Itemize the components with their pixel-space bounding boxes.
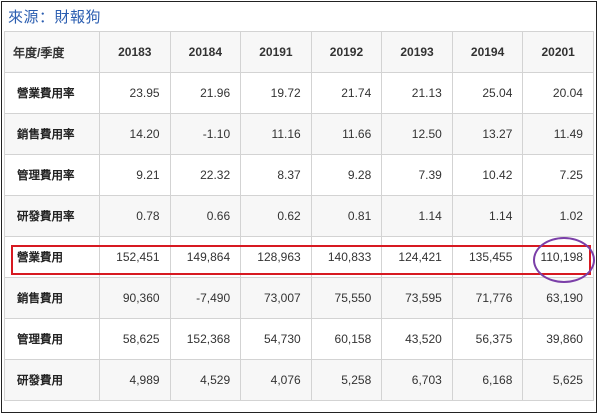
table-cell: 0.66 xyxy=(169,195,242,237)
table-cell: 128,963 xyxy=(240,236,312,278)
table-cell: 73,595 xyxy=(381,277,453,319)
row-label: 管理費用 xyxy=(4,318,100,360)
table-cell: 25.04 xyxy=(451,72,524,114)
table-cell: 39,860 xyxy=(522,318,594,360)
table-cell: 63,190 xyxy=(522,277,594,319)
table-cell: 11.16 xyxy=(240,113,312,155)
table-row: 研發費用率 0.78 0.66 0.62 0.81 1.14 1.14 1.02 xyxy=(4,195,594,237)
table-cell: 0.81 xyxy=(310,195,383,237)
table-cell: 10.42 xyxy=(451,154,524,196)
table-cell: 21.74 xyxy=(310,72,383,114)
table-row: 管理費用率 9.21 22.32 8.37 9.28 7.39 10.42 7.… xyxy=(4,154,594,196)
table-cell: 11.66 xyxy=(310,113,383,155)
table-row: 研發費用 4,989 4,529 4,076 5,258 6,703 6,168… xyxy=(4,359,594,401)
table-cell: 135,455 xyxy=(451,236,524,278)
row-label: 營業費用 xyxy=(4,236,100,278)
table-cell: -7,490 xyxy=(169,277,242,319)
row-label: 營業費用率 xyxy=(4,72,100,114)
table-cell: 13.27 xyxy=(451,113,524,155)
table-cell-circled: 110,198 xyxy=(522,236,594,278)
table-cell: 140,833 xyxy=(310,236,383,278)
table-cell: 71,776 xyxy=(451,277,524,319)
table-row: 管理費用 58,625 152,368 54,730 60,158 43,520… xyxy=(4,318,594,360)
table-cell: 12.50 xyxy=(381,113,453,155)
row-label: 研發費用率 xyxy=(4,195,100,237)
table-cell: 152,451 xyxy=(99,236,171,278)
table-cell: 11.49 xyxy=(522,113,594,155)
table-cell: 20.04 xyxy=(522,72,594,114)
table-header-row: 年度/季度 20183 20184 20191 20192 20193 2019… xyxy=(4,31,594,73)
table-cell: 1.14 xyxy=(381,195,453,237)
table-cell: 56,375 xyxy=(451,318,524,360)
column-header: 20183 xyxy=(99,31,171,73)
table-row: 銷售費用 90,360 -7,490 73,007 75,550 73,595 … xyxy=(4,277,594,319)
table-cell: 90,360 xyxy=(99,277,171,319)
column-header: 20193 xyxy=(381,31,453,73)
table-cell: 5,258 xyxy=(310,359,383,401)
table-cell: 6,168 xyxy=(451,359,524,401)
table-cell: 5,625 xyxy=(522,359,594,401)
column-header: 20184 xyxy=(169,31,242,73)
row-label: 銷售費用率 xyxy=(4,113,100,155)
row-label: 研發費用 xyxy=(4,359,100,401)
table-row: 營業費用率 23.95 21.96 19.72 21.74 21.13 25.0… xyxy=(4,72,594,114)
corner-header: 年度/季度 xyxy=(4,31,100,73)
table-row-highlighted: 營業費用 152,451 149,864 128,963 140,833 124… xyxy=(4,236,594,278)
column-header: 20194 xyxy=(451,31,524,73)
table-cell: 4,529 xyxy=(169,359,242,401)
table-cell: 43,520 xyxy=(381,318,453,360)
table-cell: 23.95 xyxy=(99,72,171,114)
table-cell: 19.72 xyxy=(240,72,312,114)
table-row: 銷售費用率 14.20 -1.10 11.16 11.66 12.50 13.2… xyxy=(4,113,594,155)
table-cell: 1.14 xyxy=(451,195,524,237)
table-cell: 7.39 xyxy=(381,154,453,196)
table-cell: 0.62 xyxy=(240,195,312,237)
table-cell: 22.32 xyxy=(169,154,242,196)
table-cell: 60,158 xyxy=(310,318,383,360)
table-cell: 14.20 xyxy=(99,113,171,155)
table-cell: 0.78 xyxy=(99,195,171,237)
table-cell: 152,368 xyxy=(169,318,242,360)
table-cell: 4,989 xyxy=(99,359,171,401)
column-header: 20192 xyxy=(310,31,383,73)
table-cell: 8.37 xyxy=(240,154,312,196)
table-cell: 21.96 xyxy=(169,72,242,114)
table-cell: -1.10 xyxy=(169,113,242,155)
table-cell: 54,730 xyxy=(240,318,312,360)
table-cell: 6,703 xyxy=(381,359,453,401)
column-header: 20191 xyxy=(240,31,312,73)
table-cell: 73,007 xyxy=(240,277,312,319)
table-cell: 1.02 xyxy=(522,195,594,237)
table-cell: 4,076 xyxy=(240,359,312,401)
table-cell: 75,550 xyxy=(310,277,383,319)
table-cell: 21.13 xyxy=(381,72,453,114)
row-label: 銷售費用 xyxy=(4,277,100,319)
financial-table: 年度/季度 20183 20184 20191 20192 20193 2019… xyxy=(4,31,594,401)
row-label: 管理費用率 xyxy=(4,154,100,196)
table-cell: 9.28 xyxy=(310,154,383,196)
table-cell: 58,625 xyxy=(99,318,171,360)
table-cell: 9.21 xyxy=(99,154,171,196)
source-label: 來源：財報狗 xyxy=(8,8,102,26)
table-cell: 7.25 xyxy=(522,154,594,196)
table-cell: 149,864 xyxy=(169,236,242,278)
table-cell: 124,421 xyxy=(381,236,453,278)
column-header: 20201 xyxy=(522,31,594,73)
